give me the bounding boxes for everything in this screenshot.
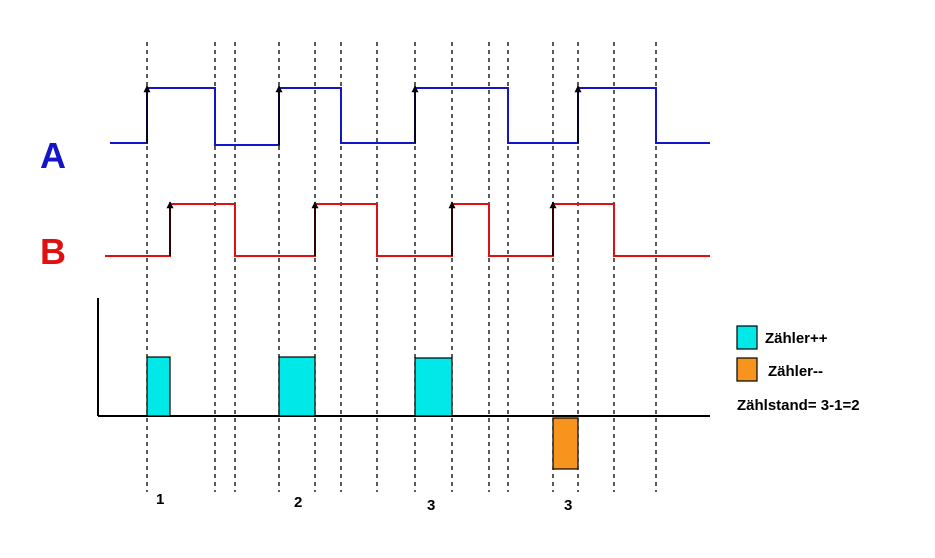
signal-a-waveform [110,87,710,146]
decrement-legend-swatch [736,357,758,382]
increment-pulse [278,356,316,417]
signal-b-label: B [40,231,66,272]
decrement-legend-label: Zähler-- [768,363,823,380]
rising-edge-arrows [143,85,582,256]
count-label: 3 [564,497,572,514]
signal-b-waveform [105,203,710,257]
dashed-guides [146,42,657,492]
legend: Zähler++ Zähler-- Zählstand= 3-1=2 [736,325,860,414]
increment-pulse [146,356,171,417]
count-total-label: Zählstand= 3-1=2 [737,397,860,414]
increment-legend-swatch [736,325,758,350]
count-label: 3 [427,497,435,514]
count-label: 2 [294,494,302,511]
signal-a-label: A [40,135,66,176]
increment-legend-label: Zähler++ [765,330,828,347]
decrement-pulse [552,417,579,470]
count-label: 1 [156,491,164,508]
increment-pulse [414,357,453,417]
